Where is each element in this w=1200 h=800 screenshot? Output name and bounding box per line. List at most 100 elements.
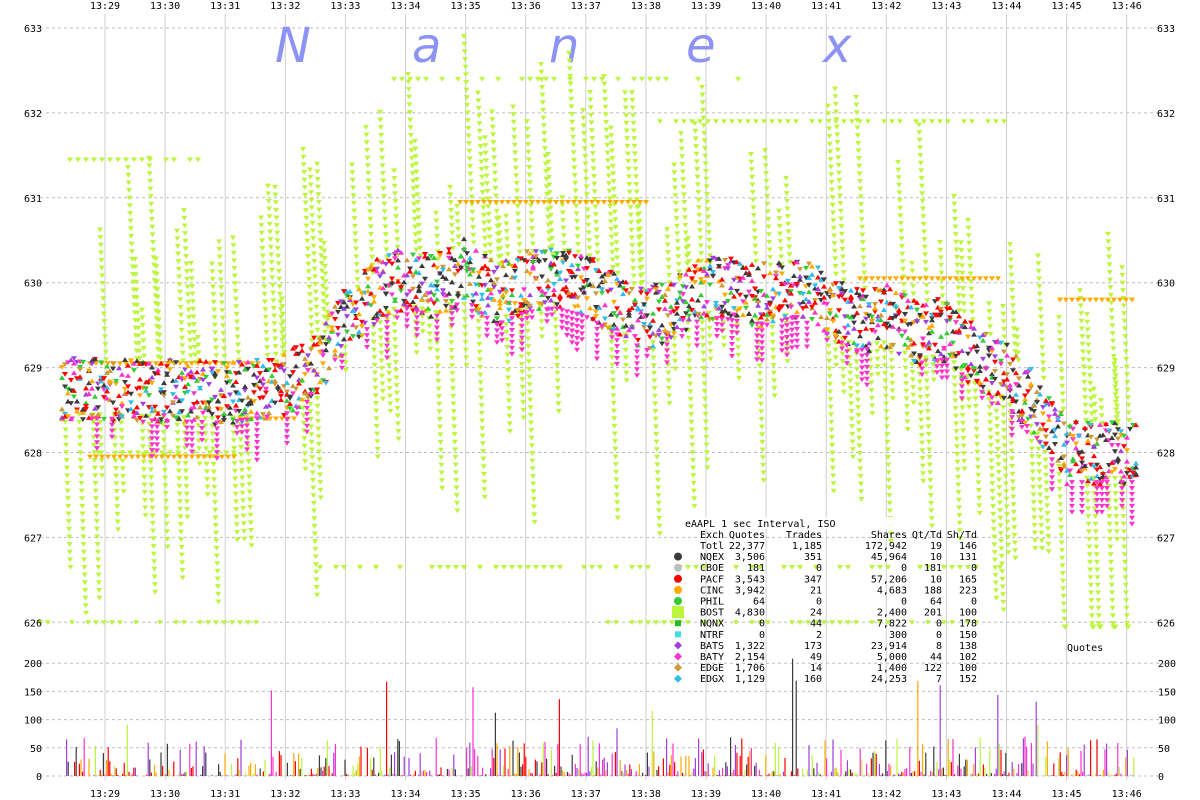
exchange-quote: [566, 290, 572, 296]
exchange-quote: [560, 286, 566, 292]
bost-quote: [1087, 388, 1094, 394]
exchange-quote: [866, 302, 872, 308]
bost-quote: [535, 76, 541, 82]
exchange-quote: [593, 314, 599, 319]
bost-quote: [479, 182, 486, 188]
bost-quote: [506, 413, 513, 419]
exchange-quote: [323, 342, 329, 347]
bost-quote: [415, 207, 422, 213]
exchange-quote: [866, 348, 872, 353]
bost-quote: [231, 266, 238, 271]
bost-quote: [528, 443, 535, 449]
exchange-quote: [863, 316, 869, 322]
bost-quote: [315, 192, 322, 198]
exchange-quote: [965, 368, 971, 374]
bost-quote: [856, 435, 863, 441]
exchange-quote: [710, 273, 716, 279]
baty-quote: [469, 303, 475, 308]
bost-quote: [147, 459, 154, 465]
bost-quote: [211, 307, 218, 313]
bost-quote: [1001, 326, 1008, 332]
baty-quote: [414, 327, 420, 332]
exchange-quote: [323, 380, 329, 386]
exchange-quote: [926, 325, 932, 330]
bost-quote: [1003, 496, 1010, 502]
bost-quote: [995, 469, 1002, 475]
bost-quote: [965, 620, 971, 625]
bost-quote: [155, 317, 162, 323]
bost-quote: [655, 76, 661, 82]
bost-quote: [82, 595, 89, 601]
bost-quote: [855, 140, 862, 146]
bost-quote: [1058, 548, 1065, 553]
bost-quote: [834, 147, 841, 153]
bost-quote: [701, 565, 707, 570]
bost-quote: [505, 390, 512, 396]
bost-quote: [190, 322, 197, 327]
bost-quote: [268, 252, 275, 258]
exchange-quote: [947, 317, 953, 323]
bost-quote: [1091, 386, 1097, 392]
bost-quote: [1038, 523, 1045, 528]
bost-quote: [1122, 567, 1129, 573]
bost-quote: [760, 470, 767, 476]
exchange-quote: [608, 269, 614, 275]
bost-quote: [767, 262, 774, 268]
baty-quote: [509, 345, 515, 351]
bost-quote: [438, 478, 445, 483]
bost-quote: [413, 177, 420, 182]
bost-quote: [434, 363, 441, 369]
exchange-quote: [635, 337, 641, 343]
exchange-quote: [392, 249, 398, 255]
bost-quote: [663, 76, 669, 82]
bost-quote: [321, 240, 327, 246]
cinc-quote: [971, 276, 977, 282]
bost-quote: [524, 328, 531, 334]
bost-quote: [665, 265, 672, 271]
bost-quote: [622, 97, 629, 103]
exchange-quote: [869, 318, 875, 324]
bost-quote: [858, 217, 865, 223]
bost-quote: [476, 349, 483, 355]
bost-quote: [1107, 559, 1114, 565]
bost-quote: [937, 255, 944, 261]
bost-quote: [519, 76, 525, 82]
bost-quote: [181, 620, 187, 625]
exchange-quote: [1061, 441, 1067, 447]
bost-quote: [411, 201, 418, 207]
exchange-quote: [446, 255, 452, 261]
cinc-quote: [129, 454, 135, 460]
exchange-quote: [893, 302, 899, 308]
baty-quote: [519, 341, 525, 347]
bost-quote: [92, 480, 99, 486]
bost-quote: [1089, 419, 1096, 424]
bost-quote: [608, 133, 615, 139]
bost-quote: [685, 243, 692, 249]
bost-quote: [1113, 529, 1120, 535]
exchange-quote: [917, 353, 923, 359]
exchange-quote: [851, 325, 857, 331]
bost-quote: [354, 269, 361, 275]
bost-quote: [202, 423, 209, 429]
bost-quote: [1057, 345, 1064, 351]
bost-quote: [700, 358, 707, 364]
bost-quote: [885, 470, 892, 476]
bost-quote: [374, 439, 381, 445]
bost-quote: [392, 191, 399, 197]
bost-quote: [281, 342, 288, 348]
bost-quote: [393, 214, 400, 220]
bost-quote: [365, 178, 372, 184]
bost-quote: [925, 620, 931, 625]
exchange-quote: [365, 276, 371, 282]
bost-quote: [214, 576, 221, 582]
exchange-quote: [881, 307, 887, 313]
exchange-quote: [236, 369, 242, 375]
bost-quote: [448, 332, 455, 338]
bost-quote: [997, 523, 1004, 529]
exchange-quote: [713, 300, 719, 306]
exchange-quote: [125, 362, 131, 368]
exchange-quote: [842, 289, 848, 294]
bost-quote: [174, 228, 180, 234]
bost-quote: [910, 291, 917, 297]
bost-quote: [986, 412, 993, 418]
